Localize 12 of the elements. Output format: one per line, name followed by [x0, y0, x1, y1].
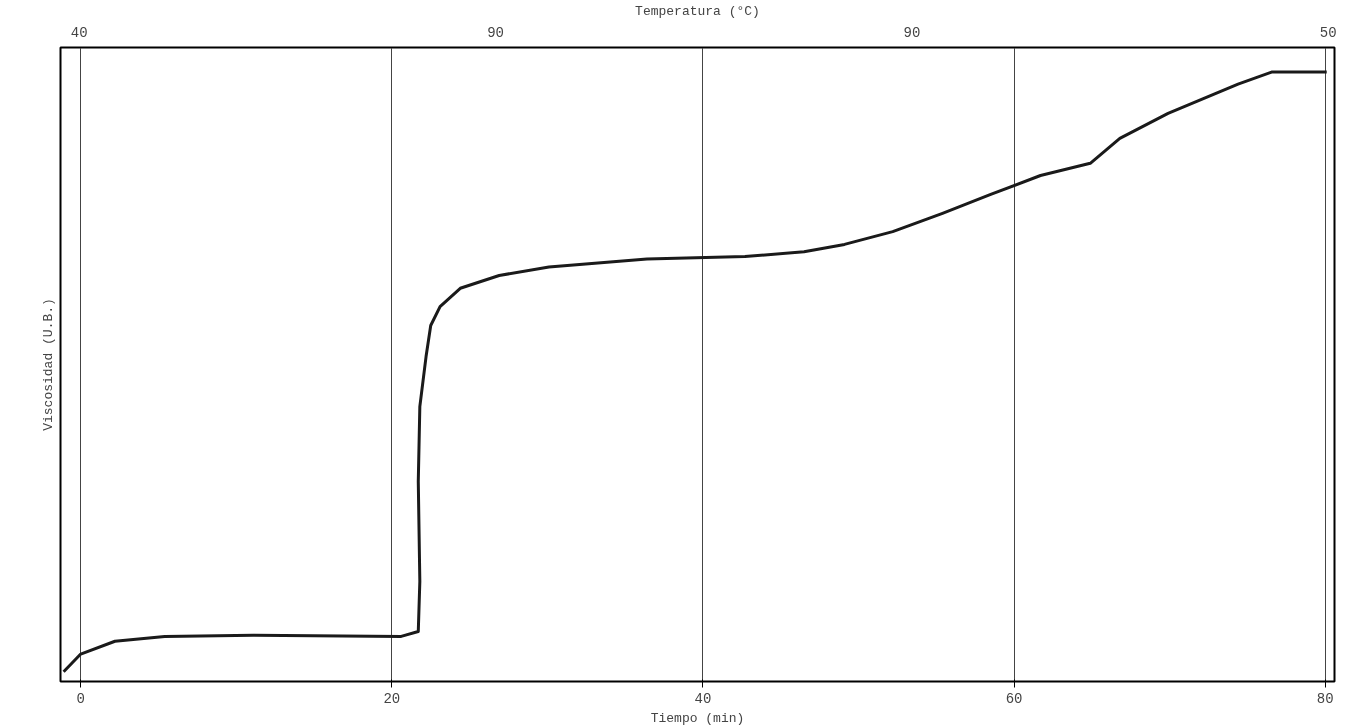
y-axis-title: Viscosidad (U.B.) [40, 298, 56, 431]
x-tick-label: 0 [76, 690, 85, 707]
x-axis-title: Tiempo (min) [650, 710, 745, 726]
text: 40 [70, 24, 88, 41]
text: 90 [903, 24, 921, 41]
x-tick-label: 20 [383, 690, 401, 707]
text: 90 [487, 24, 504, 41]
x-tick-label: 60 [1005, 690, 1023, 707]
text: 50 [1319, 24, 1337, 41]
x-tick-label: 40 [694, 690, 712, 707]
x-tick-label: 80 [1316, 690, 1334, 707]
x2-axis-title: Temperatura (°C) [635, 3, 760, 19]
